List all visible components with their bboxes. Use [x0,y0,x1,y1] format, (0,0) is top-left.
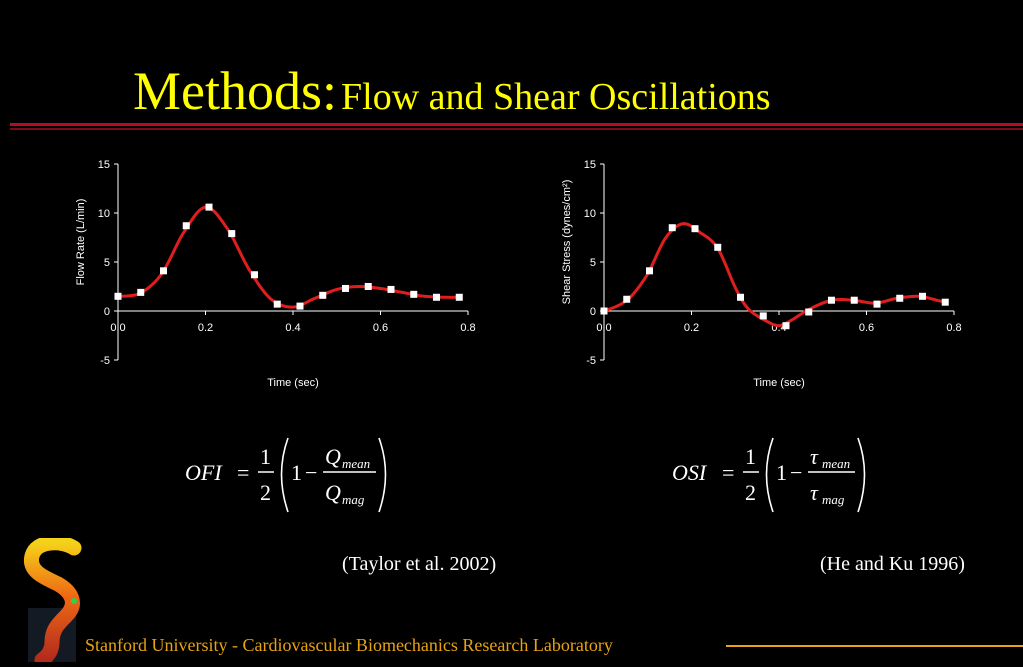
citation-he-ku: (He and Ku 1996) [820,553,965,575]
data-point [205,203,213,211]
ofi-top-subscript: mean [342,456,370,471]
data-point [668,224,676,232]
osi-one: 1 [776,460,787,485]
data-point [273,300,281,308]
osi-half-num: 1 [745,444,756,469]
y-axis-label: Flow Rate (L/min) [75,199,87,286]
data-point [691,225,699,233]
right-paren-icon [857,437,866,513]
osi-formula: OSI = 1 2 1 − τ mean τ mag [672,432,902,517]
left-paren-icon [280,437,289,513]
osi-minus: − [790,460,802,485]
data-point [251,271,258,279]
data-point [410,290,418,298]
y-tick-label: 15 [98,159,110,171]
data-point [828,296,835,304]
data-point [850,296,858,304]
osi-half-den: 2 [745,480,756,505]
series-line [117,205,460,309]
y-axis-label: Shear Stress (dynes/cm²) [561,180,573,305]
y-tick-label: 15 [584,159,596,171]
y-tick-label: -5 [586,355,596,367]
data-point [296,302,304,310]
title-subtitle: Flow and Shear Oscillations [341,76,771,118]
osi-bottom-symbol: τ [810,480,819,505]
data-point [623,295,631,303]
data-point [646,267,653,275]
data-point [941,298,949,306]
footer-lab-name: Stanford University - Cardiovascular Bio… [85,635,613,655]
data-point [600,307,608,315]
y-tick-label: 5 [104,257,110,269]
data-point [714,243,722,251]
y-tick-label: 0 [104,306,110,318]
osi-equals: = [722,460,734,485]
osi-bottom-subscript: mag [822,492,845,507]
data-point [805,308,813,316]
right-paren-icon [378,437,387,513]
data-point [919,292,926,300]
ofi-minus: − [305,460,317,485]
x-tick-label: 0.2 [198,322,213,334]
ofi-top-symbol: Q [325,444,341,469]
data-point [896,294,904,302]
x-tick-label: 0.6 [373,322,388,334]
ofi-lhs: OFI [185,460,223,485]
title-rule [10,123,1023,126]
data-point [873,300,881,308]
shear-stress-chart: -5 0 5 10 15 0.0 0.2 0.4 0.6 0.8 Time (sec) Shear S… [548,150,968,400]
ofi-one: 1 [291,460,302,485]
y-tick-label: 10 [584,208,596,220]
y-tick-label: 5 [590,257,596,269]
ofi-half-den: 2 [260,480,271,505]
data-point [114,292,122,300]
data-point [319,291,327,299]
flow-rate-plot: -5 0 5 10 15 0.0 0.2 0.4 0.6 0.8 Time (sec) Flow Ra… [75,159,476,389]
x-tick-label: 0.4 [285,322,300,334]
data-point [759,312,767,320]
data-point [455,293,463,301]
x-tick-label: 0.0 [110,322,125,334]
footer-rule [726,645,1023,647]
data-point [160,267,167,275]
vessel-logo-icon [22,535,84,667]
ofi-formula: OFI = 1 2 1 − Q mean Q mag [185,432,415,517]
data-point [182,222,190,230]
x-axis-label: Time (sec) [753,377,805,389]
y-tick-label: -5 [100,355,110,367]
ofi-bottom-symbol: Q [325,480,341,505]
data-point [387,285,395,293]
series-line [603,222,946,328]
title-main: Methods: [133,61,338,121]
data-point [737,293,744,301]
data-point [228,230,236,238]
y-tick-label: 0 [590,306,596,318]
data-point [782,322,790,330]
x-tick-label: 0.6 [859,322,874,334]
ofi-bottom-subscript: mag [342,492,365,507]
osi-lhs: OSI [672,460,708,485]
data-point [364,283,372,290]
osi-top-symbol: τ [810,444,819,469]
x-axis-label: Time (sec) [267,377,319,389]
data-point [137,288,145,296]
ofi-equals: = [237,460,249,485]
x-tick-label: 0.2 [684,322,699,334]
y-tick-label: 10 [98,208,110,220]
osi-top-subscript: mean [822,456,850,471]
x-tick-label: 0.0 [596,322,611,334]
x-tick-label: 0.8 [946,322,961,334]
ofi-half-num: 1 [260,444,271,469]
slide-title: Methods: Flow and Shear Oscillations [133,60,771,122]
flow-rate-chart: -5 0 5 10 15 0.0 0.2 0.4 0.6 0.8 Time (sec) Flow Ra… [62,150,482,400]
left-paren-icon [765,437,774,513]
title-rule-secondary [10,128,1023,130]
citation-taylor: (Taylor et al. 2002) [342,553,497,575]
data-point [342,284,349,292]
x-tick-label: 0.8 [460,322,475,334]
data-point [433,293,440,301]
